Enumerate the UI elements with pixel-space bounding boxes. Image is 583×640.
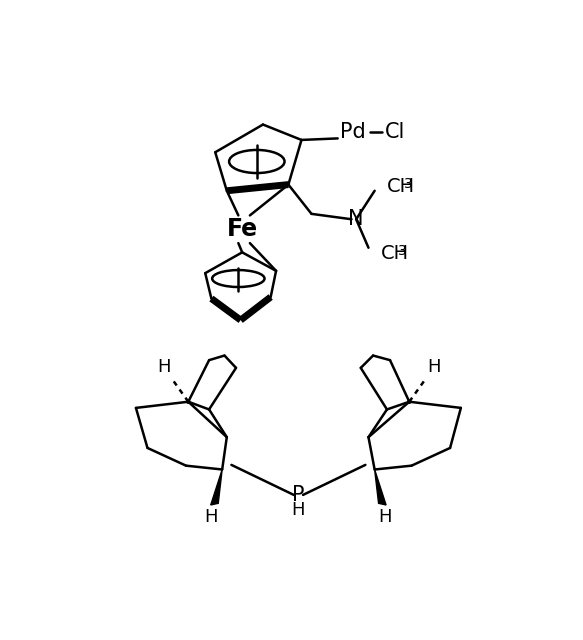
- Text: Cl: Cl: [385, 122, 406, 142]
- Text: CH: CH: [387, 177, 415, 196]
- Text: H: H: [427, 358, 441, 376]
- Text: H: H: [292, 501, 305, 519]
- Circle shape: [187, 400, 190, 403]
- Text: CH: CH: [381, 244, 409, 264]
- Polygon shape: [210, 470, 222, 505]
- Text: P: P: [292, 485, 305, 505]
- Text: H: H: [157, 358, 170, 376]
- Text: Fe: Fe: [227, 217, 258, 241]
- Circle shape: [408, 400, 411, 403]
- Text: H: H: [379, 508, 392, 526]
- Text: Pd: Pd: [340, 122, 366, 142]
- Text: 3: 3: [404, 177, 413, 191]
- Text: 3: 3: [398, 244, 406, 258]
- Text: H: H: [205, 508, 218, 526]
- Polygon shape: [375, 470, 386, 505]
- Text: N: N: [349, 209, 364, 229]
